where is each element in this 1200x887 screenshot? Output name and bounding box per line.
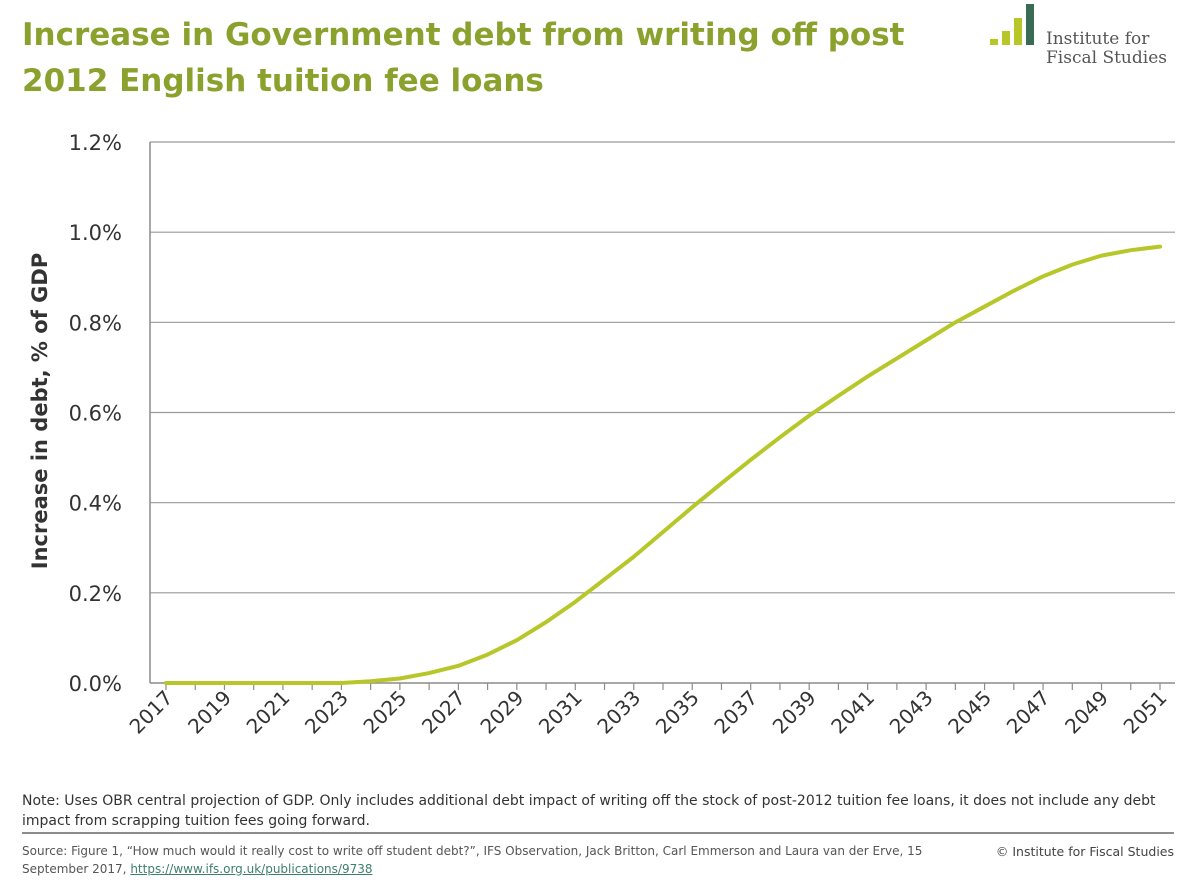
chart-note: Note: Uses OBR central projection of GDP… xyxy=(22,793,1156,829)
logo-line-1: Institute for xyxy=(1046,29,1150,49)
x-tick-label: 2027 xyxy=(417,686,470,739)
axes xyxy=(149,142,1175,690)
y-tick-label: 0.6% xyxy=(69,402,122,426)
copyright: © Institute for Fiscal Studies xyxy=(995,844,1174,859)
y-tick-label: 1.2% xyxy=(69,131,122,155)
x-tick-label: 2031 xyxy=(534,686,587,739)
x-tick-label: 2017 xyxy=(125,686,178,739)
x-tick-label: 2047 xyxy=(1002,686,1055,739)
source-link[interactable]: https://www.ifs.org.uk/publications/9738 xyxy=(130,862,373,876)
x-tick-label: 2025 xyxy=(358,686,411,739)
y-tick-labels: 0.0% 0.2% 0.4% 0.6% 0.8% 1.0% 1.2% xyxy=(69,131,122,696)
line-chart: 0.0%0.2%0.4%0.6%0.8%1.0%1.2% 2017 2019 202… xyxy=(28,131,1175,739)
x-tick-label: 2051 xyxy=(1119,686,1172,739)
source-citation: Source: Figure 1, “How much would it rea… xyxy=(22,842,952,878)
logo-bar xyxy=(990,39,998,45)
y-tick-label: 0.0% xyxy=(69,672,122,696)
series-group xyxy=(164,244,1162,685)
x-tick-label: 2039 xyxy=(768,686,821,739)
y-tick-label: 0.8% xyxy=(69,311,122,335)
logo-bar xyxy=(1014,18,1022,45)
x-tick-label: 2035 xyxy=(651,686,704,739)
x-tick-label: 2021 xyxy=(242,686,295,739)
series-line xyxy=(164,244,1162,685)
chart-title: Increase in Government debt from writing… xyxy=(22,17,905,99)
x-tick-label: 2045 xyxy=(943,686,996,739)
logo-bar xyxy=(1002,31,1010,45)
gridlines xyxy=(150,141,1175,594)
logo-bars-icon xyxy=(990,4,1034,45)
y-axis-label: Increase in debt, % of GDP xyxy=(28,253,52,569)
x-tick-labels: 2017 2019 2021 2023 2025 2027 2029 2031 2033 2035… xyxy=(125,686,1172,739)
source-text: Source: Figure 1, “How much would it rea… xyxy=(22,844,923,876)
x-tick-label: 2029 xyxy=(475,686,528,739)
ifs-logo: Institute for Fiscal Studies xyxy=(988,4,1183,70)
x-tick-label: 2043 xyxy=(885,686,938,739)
logo-bar xyxy=(1026,4,1034,45)
y-tick-label: 1.0% xyxy=(69,221,122,245)
x-tick-label: 2041 xyxy=(826,686,879,739)
x-tick-label: 2023 xyxy=(300,686,353,739)
y-tick-label: 0.4% xyxy=(69,492,122,516)
logo-text: Institute for Fiscal Studies xyxy=(1046,30,1167,68)
x-tick-label: 2037 xyxy=(709,686,762,739)
footer-divider xyxy=(22,832,1174,834)
x-tick-label: 2019 xyxy=(183,686,236,739)
x-tick-label: 2033 xyxy=(592,686,645,739)
logo-line-2: Fiscal Studies xyxy=(1046,48,1167,68)
y-tick-label: 0.2% xyxy=(69,582,122,606)
x-tick-label: 2049 xyxy=(1060,686,1113,739)
